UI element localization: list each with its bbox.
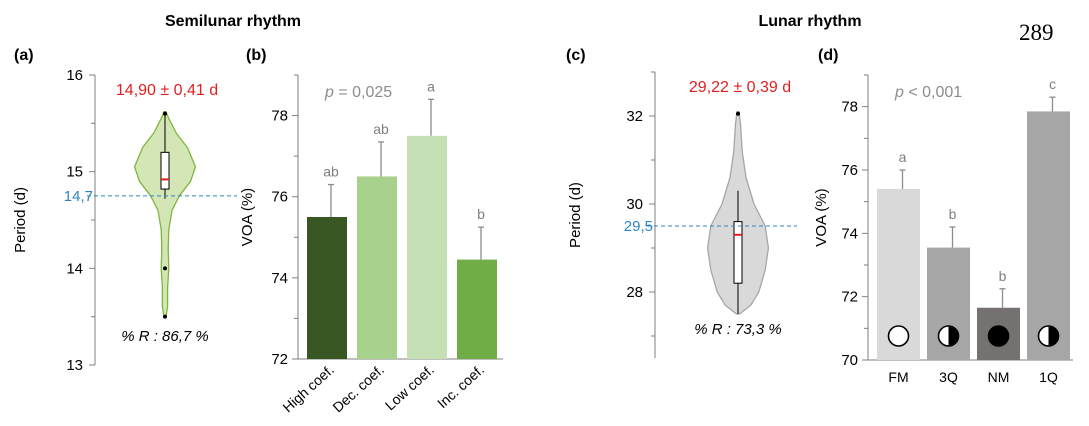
p-value-label: p < 0,001 bbox=[894, 84, 962, 101]
y-axis-label: VOA (%) bbox=[239, 188, 256, 246]
x-tick-label: Low coef. bbox=[382, 361, 437, 413]
y-tick-label: 76 bbox=[271, 189, 288, 206]
bar bbox=[357, 176, 397, 359]
section-title-lunar: Lunar rhythm bbox=[758, 13, 861, 30]
panel-label: (d) bbox=[818, 47, 838, 64]
significance-letter: ab bbox=[323, 164, 339, 180]
y-axis-label: Period (d) bbox=[567, 182, 584, 248]
y-tick-label: 76 bbox=[841, 162, 858, 179]
significance-letter: ab bbox=[373, 121, 389, 137]
data-point bbox=[163, 314, 167, 319]
mean-annotation: 29,22 ± 0,39 d bbox=[689, 79, 791, 96]
mean-annotation: 14,90 ± 0,41 d bbox=[116, 82, 218, 99]
reference-label: 14,7 bbox=[64, 188, 93, 205]
bar bbox=[457, 259, 497, 359]
y-tick-label: 70 bbox=[841, 352, 858, 369]
x-tick-label: High coef. bbox=[279, 361, 337, 415]
significance-letter: b bbox=[999, 268, 1007, 284]
data-point bbox=[736, 111, 740, 116]
y-tick-label: 30 bbox=[626, 196, 643, 213]
significance-letter: a bbox=[427, 78, 435, 94]
reference-label: 29,5 bbox=[624, 218, 653, 235]
y-tick-label: 13 bbox=[66, 357, 83, 374]
percent-r-label: % R : 73,3 % bbox=[694, 321, 782, 338]
bar bbox=[1027, 111, 1070, 361]
box bbox=[160, 151, 170, 190]
panel-label: (a) bbox=[14, 47, 34, 64]
significance-letter: c bbox=[1049, 76, 1056, 92]
moon-half-shade bbox=[948, 326, 959, 346]
bar bbox=[407, 135, 447, 359]
percent-r-label: % R : 86,7 % bbox=[121, 328, 209, 345]
x-tick-label: NM bbox=[988, 369, 1010, 385]
y-tick-label: 72 bbox=[271, 351, 288, 368]
y-tick-label: 74 bbox=[271, 270, 288, 287]
y-tick-label: 78 bbox=[271, 108, 288, 125]
bar bbox=[307, 217, 347, 359]
y-tick-label: 78 bbox=[841, 99, 858, 116]
y-tick-label: 15 bbox=[66, 164, 83, 181]
significance-letter: b bbox=[477, 206, 485, 222]
section-title-semilunar: Semilunar rhythm bbox=[165, 13, 301, 30]
panel-label: (b) bbox=[246, 47, 266, 64]
y-tick-label: 28 bbox=[626, 284, 643, 301]
y-tick-label: 32 bbox=[626, 108, 643, 125]
moon-new-icon bbox=[987, 325, 1010, 347]
y-tick-label: 74 bbox=[841, 225, 858, 242]
page-number: 289 bbox=[1019, 20, 1054, 45]
y-axis-label: VOA (%) bbox=[813, 188, 830, 246]
data-point bbox=[163, 266, 167, 271]
panel-label: (c) bbox=[566, 47, 586, 64]
y-tick-label: 14 bbox=[66, 260, 83, 277]
moon-full-icon bbox=[887, 325, 910, 347]
box bbox=[733, 221, 743, 284]
x-tick-label: Dec. coef. bbox=[329, 361, 387, 415]
significance-letter: b bbox=[949, 206, 957, 222]
x-tick-label: 3Q bbox=[939, 369, 958, 385]
x-tick-label: Inc. coef. bbox=[434, 361, 487, 411]
moon-half-shade bbox=[1048, 326, 1059, 346]
data-point bbox=[163, 111, 167, 116]
significance-letter: a bbox=[899, 149, 907, 165]
x-tick-label: 1Q bbox=[1039, 369, 1058, 385]
y-axis-label: Period (d) bbox=[12, 187, 29, 253]
y-tick-label: 16 bbox=[66, 67, 83, 84]
p-value-label: p = 0,025 bbox=[324, 84, 392, 101]
x-tick-label: FM bbox=[888, 369, 908, 385]
y-tick-label: 72 bbox=[841, 289, 858, 306]
